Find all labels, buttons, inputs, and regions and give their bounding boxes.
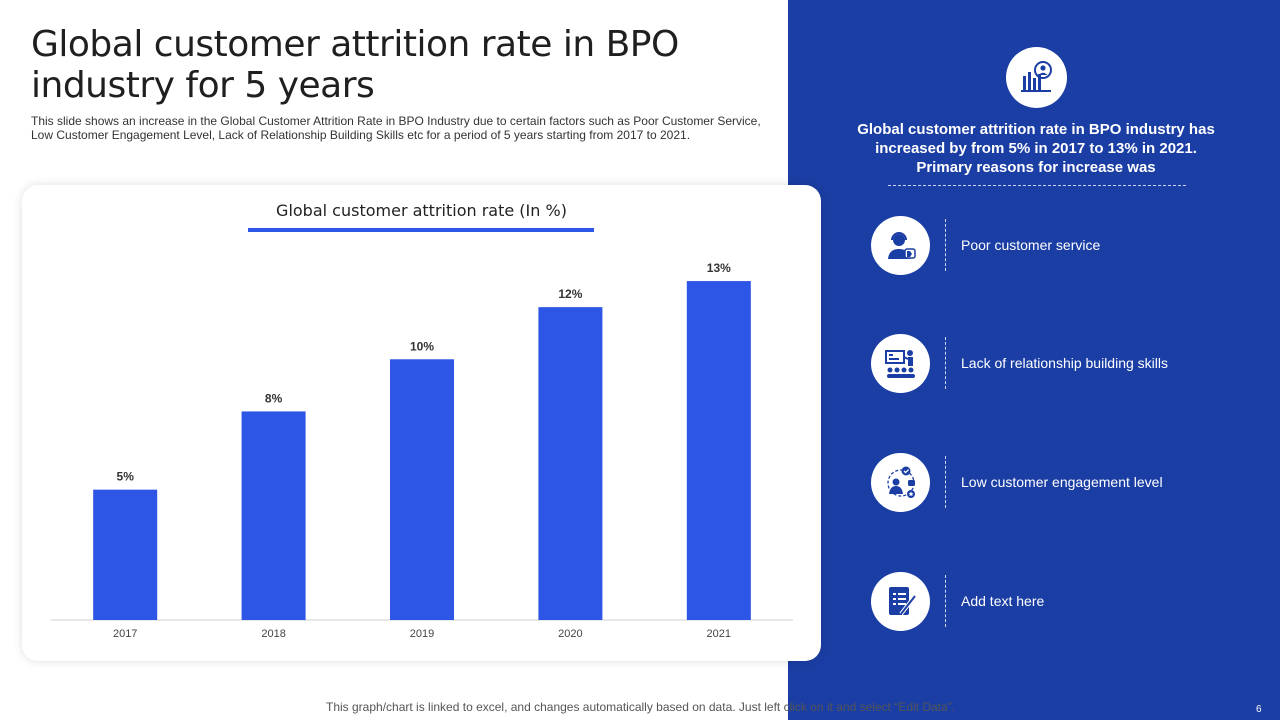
reason-label: Low customer engagement level [961, 474, 1163, 490]
x-tick-label-2017: 2017 [113, 628, 137, 640]
data-label-2020: 12% [558, 287, 582, 301]
bar-2020[interactable] [538, 307, 603, 620]
reason-label: Lack of relationship building skills [961, 355, 1168, 371]
document-pen-icon [871, 572, 930, 631]
slide-subtitle: This slide shows an increase in the Glob… [31, 114, 761, 142]
x-tick-label-2018: 2018 [261, 628, 285, 640]
summary-text: Global customer attrition rate in BPO in… [857, 121, 1215, 176]
data-label-2019: 10% [410, 339, 434, 353]
reason-divider [945, 337, 946, 389]
bar-2017[interactable] [93, 489, 158, 620]
x-tick-label-2021: 2021 [707, 628, 731, 640]
footnote: This graph/chart is linked to excel, and… [326, 700, 955, 714]
x-tick-label-2020: 2020 [558, 628, 582, 640]
chart-title-underline [248, 228, 594, 232]
reason-item-poor-customer-service: Poor customer service [871, 216, 1231, 276]
reason-item-add-text: Add text here [871, 572, 1231, 632]
x-tick-label-2019: 2019 [410, 628, 434, 640]
data-label-2018: 8% [265, 391, 283, 405]
data-label-2017: 5% [117, 470, 135, 484]
reason-label: Poor customer service [961, 237, 1101, 253]
summary-divider [888, 185, 1186, 186]
reason-divider [945, 575, 946, 627]
slide-title: Global customer attrition rate in BPO in… [31, 24, 679, 106]
bar-2018[interactable] [241, 411, 306, 620]
support-agent-dislike-icon [871, 216, 930, 275]
reason-item-relationship-skills: Lack of relationship building skills [871, 334, 1231, 394]
reason-divider [945, 456, 946, 508]
presentation-audience-icon [871, 334, 930, 393]
bar-2021[interactable] [686, 281, 751, 620]
chart-card[interactable]: Global customer attrition rate (In %) 5%… [22, 185, 821, 661]
reason-divider [945, 219, 946, 271]
bar-chart[interactable]: 5% 2017 8% 2018 10% 2019 12% 2020 13% 2021 [22, 185, 821, 661]
reason-label: Add text here [961, 593, 1045, 609]
right-panel [788, 0, 1280, 720]
bar-2019[interactable] [390, 359, 454, 620]
page-number: 6 [1256, 704, 1262, 715]
engagement-network-icon [871, 453, 930, 512]
analytics-person-icon [1006, 47, 1067, 108]
data-label-2021: 13% [707, 261, 731, 275]
chart-title: Global customer attrition rate (In %) [276, 201, 567, 220]
reason-item-engagement: Low customer engagement level [871, 453, 1231, 513]
